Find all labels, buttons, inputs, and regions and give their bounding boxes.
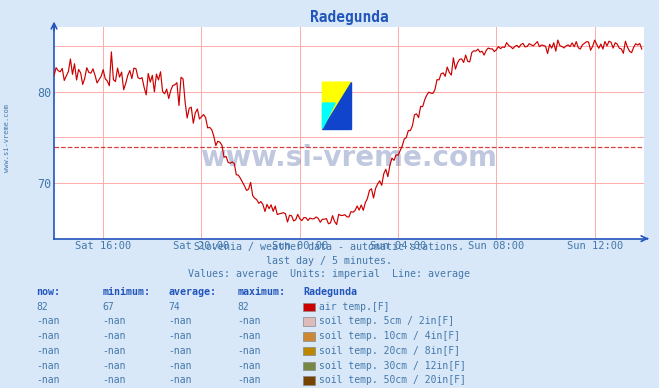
Text: soil temp. 10cm / 4in[F]: soil temp. 10cm / 4in[F] [319,331,460,341]
Text: -nan: -nan [168,316,192,326]
Text: -nan: -nan [237,331,261,341]
Text: average:: average: [168,287,216,297]
Text: 74: 74 [168,301,180,312]
Text: -nan: -nan [36,316,60,326]
Text: Slovenia / weather data - automatic stations.: Slovenia / weather data - automatic stat… [194,242,465,252]
Text: 82: 82 [237,301,249,312]
Text: 67: 67 [102,301,114,312]
Text: -nan: -nan [36,375,60,385]
Text: -nan: -nan [102,375,126,385]
Text: -nan: -nan [168,360,192,371]
Text: -nan: -nan [36,331,60,341]
Text: last day / 5 minutes.: last day / 5 minutes. [266,256,393,266]
Text: -nan: -nan [237,316,261,326]
Text: -nan: -nan [168,346,192,356]
Text: -nan: -nan [168,375,192,385]
Text: -nan: -nan [237,360,261,371]
Text: -nan: -nan [102,316,126,326]
Text: -nan: -nan [36,346,60,356]
Title: Radegunda: Radegunda [310,10,388,24]
Text: -nan: -nan [168,331,192,341]
Text: soil temp. 20cm / 8in[F]: soil temp. 20cm / 8in[F] [319,346,460,356]
Text: minimum:: minimum: [102,287,150,297]
Text: air temp.[F]: air temp.[F] [319,301,389,312]
Text: -nan: -nan [237,346,261,356]
Polygon shape [322,82,351,129]
Text: soil temp. 30cm / 12in[F]: soil temp. 30cm / 12in[F] [319,360,466,371]
Text: -nan: -nan [102,360,126,371]
Text: soil temp. 5cm / 2in[F]: soil temp. 5cm / 2in[F] [319,316,454,326]
Text: now:: now: [36,287,60,297]
Text: Values: average  Units: imperial  Line: average: Values: average Units: imperial Line: av… [188,269,471,279]
Text: Radegunda: Radegunda [303,287,357,297]
Text: -nan: -nan [237,375,261,385]
Text: soil temp. 50cm / 20in[F]: soil temp. 50cm / 20in[F] [319,375,466,385]
Text: www.si-vreme.com: www.si-vreme.com [200,144,498,172]
Text: 82: 82 [36,301,48,312]
Text: -nan: -nan [102,331,126,341]
Text: maximum:: maximum: [237,287,285,297]
Text: -nan: -nan [102,346,126,356]
Polygon shape [322,103,335,129]
Polygon shape [322,82,351,129]
Text: -nan: -nan [36,360,60,371]
Text: www.si-vreme.com: www.si-vreme.com [3,104,10,172]
